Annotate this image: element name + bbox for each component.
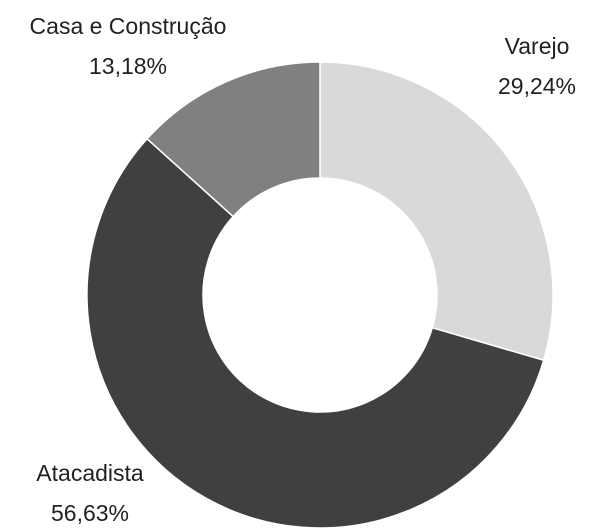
slice-value-label: 13,18% [89, 53, 167, 79]
slice [146, 61, 321, 218]
slice-label: Varejo [505, 33, 570, 59]
slice-value-label: 56,63% [51, 500, 129, 526]
slice [319, 61, 554, 362]
slice [86, 137, 545, 529]
slice-label: Atacadista [36, 460, 144, 486]
slice-label: Casa e Construção [30, 13, 227, 39]
slice-value-label: 29,24% [498, 73, 576, 99]
